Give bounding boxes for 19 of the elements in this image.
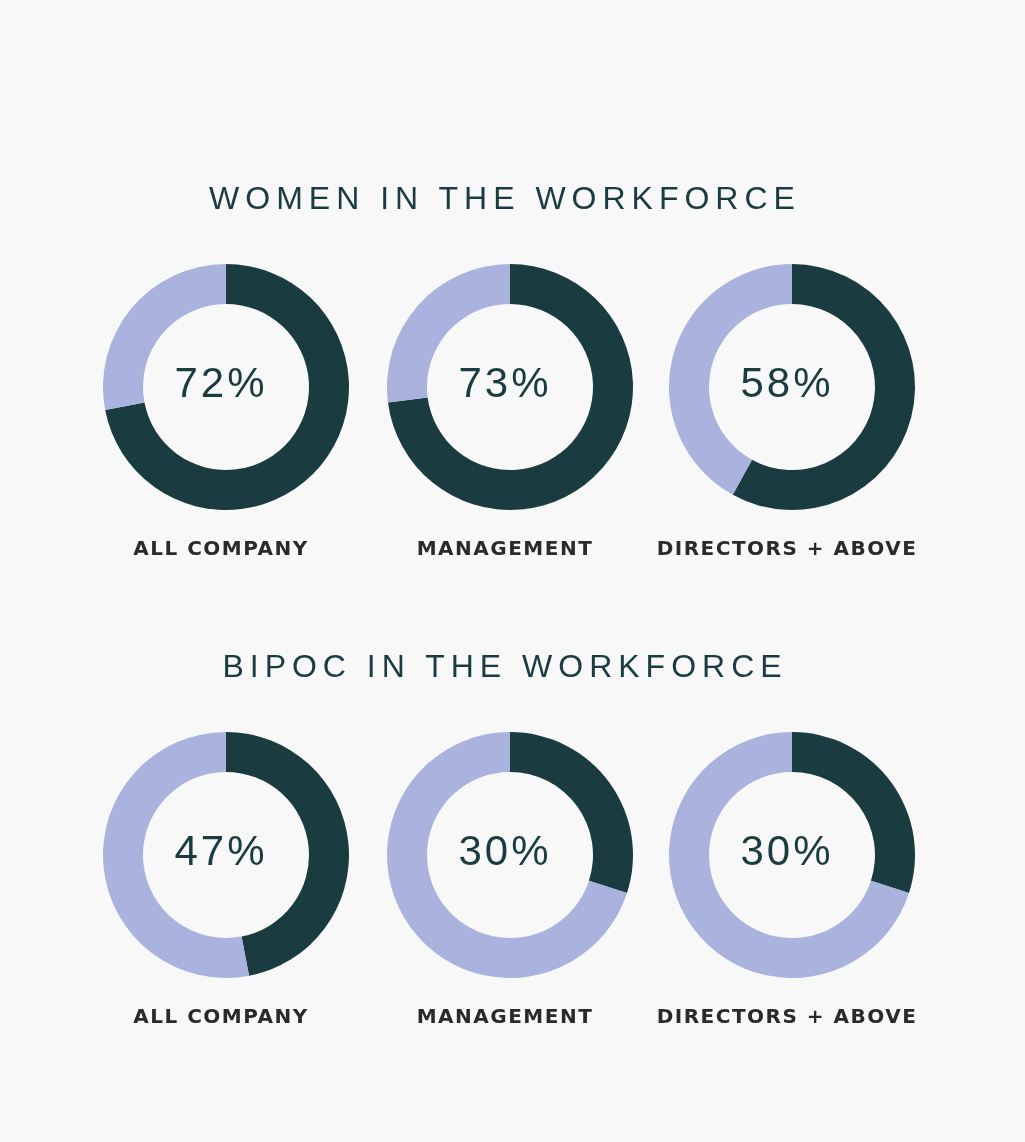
text: 47% [174,826,268,874]
text: DIRECTORS + ABOVE [655,1004,919,1028]
text: MANAGEMENT [416,1004,594,1028]
text: ALL COMPANY [132,536,310,560]
text: 30% [458,826,552,874]
text: 73% [458,358,552,406]
donut-slice [669,732,909,978]
donut-slice [105,264,349,510]
text: 72% [174,358,268,406]
donut-slice [387,264,633,510]
text: DIRECTORS + ABOVE [655,536,919,560]
text: 58% [740,358,834,406]
text: WOMEN IN THE WORKFORCE [208,180,802,217]
text: MANAGEMENT [416,536,594,560]
text: ALL COMPANY [132,1004,310,1028]
text: BIPOC IN THE WORKFORCE [221,648,789,685]
donut-slice [387,732,627,978]
donut-slice [732,264,915,510]
text: 30% [740,826,834,874]
